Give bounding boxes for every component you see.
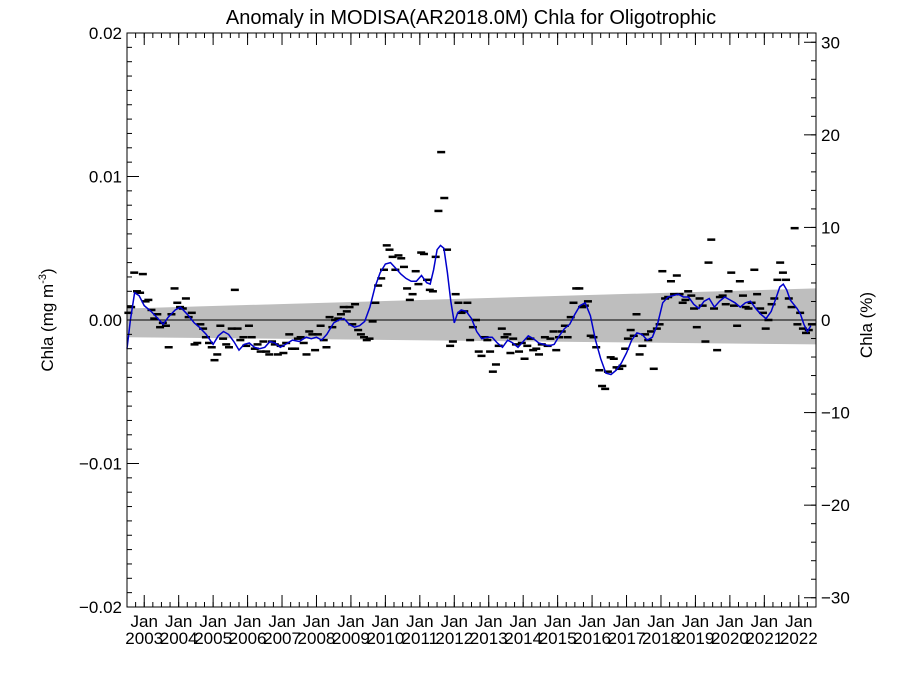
x-tick-label-month: Jan: [337, 612, 364, 631]
x-tick-label-month: Jan: [165, 612, 192, 631]
x-tick-label-month: Jan: [199, 612, 226, 631]
x-tick-label-year: 2013: [470, 629, 508, 648]
left-y-axis-label: Chla (mg m-3): [37, 268, 57, 371]
left-tick-label: 0.00: [89, 311, 122, 330]
right-tick-label: 20: [821, 126, 840, 145]
x-tick-label-month: Jan: [785, 612, 812, 631]
smoothed-anomaly-line: [126, 244, 812, 376]
x-tick-label-year: 2018: [642, 629, 680, 648]
right-tick-label: −20: [821, 496, 850, 515]
x-tick-label-year: 2011: [402, 629, 439, 648]
x-tick-label-year: 2004: [160, 629, 198, 648]
x-tick-label-month: Jan: [647, 612, 674, 631]
right-y-axis-label: Chla (%): [857, 292, 876, 358]
left-y-axis-label-superscript: -3: [37, 274, 49, 284]
x-tick-label-month: Jan: [441, 612, 468, 631]
x-tick-label-year: 2016: [573, 629, 611, 648]
x-tick-label-year: 2017: [608, 629, 646, 648]
left-y-axis-label-end: ): [38, 268, 57, 274]
x-tick-label-year: 2014: [504, 629, 542, 648]
x-tick-label-year: 2015: [539, 629, 577, 648]
x-tick-label-year: 2008: [298, 629, 336, 648]
left-y-axis: 0.02 0.01 0.00 −0.01 −0.02: [79, 24, 139, 617]
x-tick-label-year: 2003: [125, 629, 163, 648]
x-tick-label-month: Jan: [544, 612, 571, 631]
x-tick-label-month: Jan: [475, 612, 502, 631]
x-tick-label-year: 2006: [229, 629, 267, 648]
x-tick-label-year: 2020: [711, 629, 749, 648]
left-tick-label: 0.01: [89, 168, 122, 187]
x-axis: Jan2003Jan2004Jan2005Jan2006Jan2007Jan20…: [125, 33, 818, 648]
left-tick-label: −0.01: [79, 455, 122, 474]
x-tick-label-month: Jan: [716, 612, 743, 631]
x-tick-label-month: Jan: [234, 612, 261, 631]
x-tick-label-year: 2009: [332, 629, 370, 648]
left-tick-label: 0.02: [89, 24, 122, 43]
right-tick-label: 30: [821, 33, 840, 52]
x-tick-label-month: Jan: [682, 612, 709, 631]
x-tick-label-year: 2007: [263, 629, 301, 648]
right-tick-label: −10: [821, 404, 850, 423]
x-tick-label-month: Jan: [751, 612, 778, 631]
x-tick-label-month: Jan: [509, 612, 536, 631]
right-tick-label: 10: [821, 218, 840, 237]
x-tick-label-year: 2019: [677, 629, 715, 648]
right-tick-label: −30: [821, 589, 850, 608]
trend-uncertainty-band: [127, 288, 816, 345]
x-tick-label-month: Jan: [131, 612, 158, 631]
x-tick-label-month: Jan: [268, 612, 295, 631]
x-tick-label-year: 2012: [435, 629, 473, 648]
left-tick-label: −0.02: [79, 598, 122, 617]
x-tick-label-month: Jan: [406, 612, 433, 631]
x-tick-label-month: Jan: [578, 612, 605, 631]
right-tick-label: 0: [821, 311, 830, 330]
plot-area: [124, 32, 817, 608]
x-tick-label-month: Jan: [303, 612, 330, 631]
x-tick-label-year: 2021: [745, 629, 783, 648]
chart-title: Anomaly in MODISA(AR2018.0M) Chla for Ol…: [226, 7, 716, 29]
x-tick-label-year: 2005: [194, 629, 232, 648]
x-tick-label-year: 2010: [366, 629, 404, 648]
x-tick-label-month: Jan: [372, 612, 399, 631]
x-tick-label-year: 2022: [780, 629, 818, 648]
right-y-axis: 30 20 10 0 −10 −20 −30: [804, 33, 850, 608]
left-y-axis-label-main: Chla (mg m: [38, 284, 57, 372]
x-tick-label-month: Jan: [613, 612, 640, 631]
